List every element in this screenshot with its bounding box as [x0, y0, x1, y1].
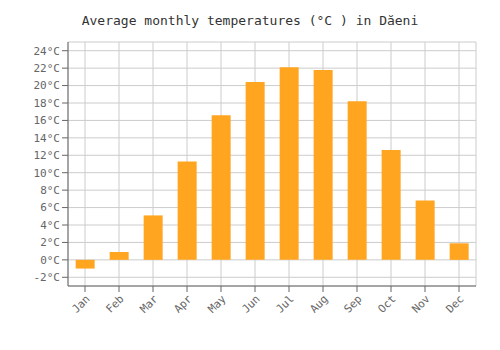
- svg-text:14°C: 14°C: [34, 132, 61, 145]
- svg-text:Dec: Dec: [443, 292, 466, 315]
- svg-text:0°C: 0°C: [40, 254, 60, 267]
- svg-text:Jun: Jun: [239, 292, 262, 315]
- svg-text:24°C: 24°C: [34, 45, 61, 58]
- svg-text:Sep: Sep: [341, 292, 364, 315]
- svg-text:4°C: 4°C: [40, 219, 60, 232]
- svg-text:Aug: Aug: [307, 292, 330, 315]
- svg-text:16°C: 16°C: [34, 114, 61, 127]
- svg-text:Apr: Apr: [171, 292, 195, 316]
- svg-text:-2°C: -2°C: [34, 271, 61, 284]
- svg-text:Jan: Jan: [69, 292, 92, 315]
- svg-text:Oct: Oct: [375, 292, 398, 315]
- svg-text:18°C: 18°C: [34, 97, 61, 110]
- svg-text:10°C: 10°C: [34, 167, 61, 180]
- svg-text:Jul: Jul: [273, 292, 296, 315]
- html-text:Average monthly temperatures (: Average monthly temperatures (°C ) in Dă…: [81, 13, 419, 28]
- svg-text:2°C: 2°C: [40, 236, 60, 249]
- svg-text:May: May: [205, 292, 229, 316]
- svg-text:20°C: 20°C: [34, 79, 61, 92]
- svg-text:Nov: Nov: [409, 292, 433, 316]
- svg-text:22°C: 22°C: [34, 62, 61, 75]
- svg-text:12°C: 12°C: [34, 149, 61, 162]
- svg-text:8°C: 8°C: [40, 184, 60, 197]
- svg-text:Mar: Mar: [137, 292, 161, 316]
- svg-text:Feb: Feb: [103, 292, 126, 315]
- svg-text:6°C: 6°C: [40, 201, 60, 214]
